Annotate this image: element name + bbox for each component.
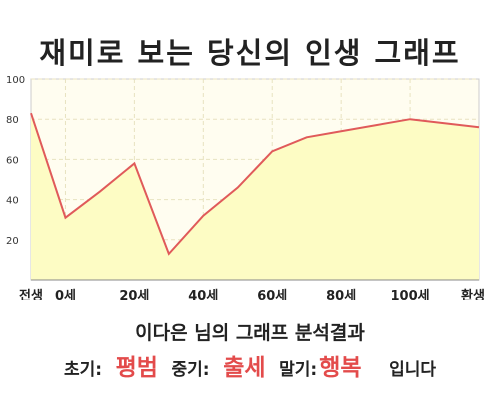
series-line [30,112,480,256]
y-axis-ticks: 20 40 60 80 100 [6,75,25,247]
analysis-summary: 이다은 님의 그래프 분석결과 [0,318,500,345]
analysis-result: 초기: 평범 중기: 출세 말기:행복 입니다 [0,348,500,382]
user-name-placeholder: 이다은 [135,322,188,344]
ending-text: 입니다 [389,360,437,380]
y-tick-label: 80 [6,115,19,126]
chart-title: 재미로 보는 당신의 인생 그래프 [39,36,461,70]
y-tick-label: 60 [6,155,19,166]
x-tick-label: 80세 [326,289,356,300]
analysis-title: 님의 그래프 분석결과 [194,322,365,344]
area-fill [31,113,479,280]
life-graph-chart: 20 40 60 80 100 전생 0세 20세 40세 60세 80세 100세 환생 [6,75,485,300]
late-value: 행복 [319,355,362,381]
y-tick-label: 100 [6,75,25,86]
y-tick-label: 20 [6,236,19,247]
late-label: 말기: [279,360,318,380]
early-value: 평범 [115,355,158,381]
middle-label: 중기: [171,360,210,380]
x-tick-label: 전생 [19,288,43,300]
middle-value: 출세 [223,355,266,381]
y-tick-label: 40 [6,196,19,207]
x-tick-label: 0세 [55,289,76,300]
x-tick-label: 60세 [257,289,287,300]
x-tick-label: 20세 [119,289,149,300]
x-tick-label: 100세 [391,289,430,300]
x-tick-label: 40세 [188,289,218,300]
early-label: 초기: [63,360,103,380]
x-axis-ticks: 전생 0세 20세 40세 60세 80세 100세 환생 [19,288,485,300]
x-tick-label: 환생 [461,288,485,300]
